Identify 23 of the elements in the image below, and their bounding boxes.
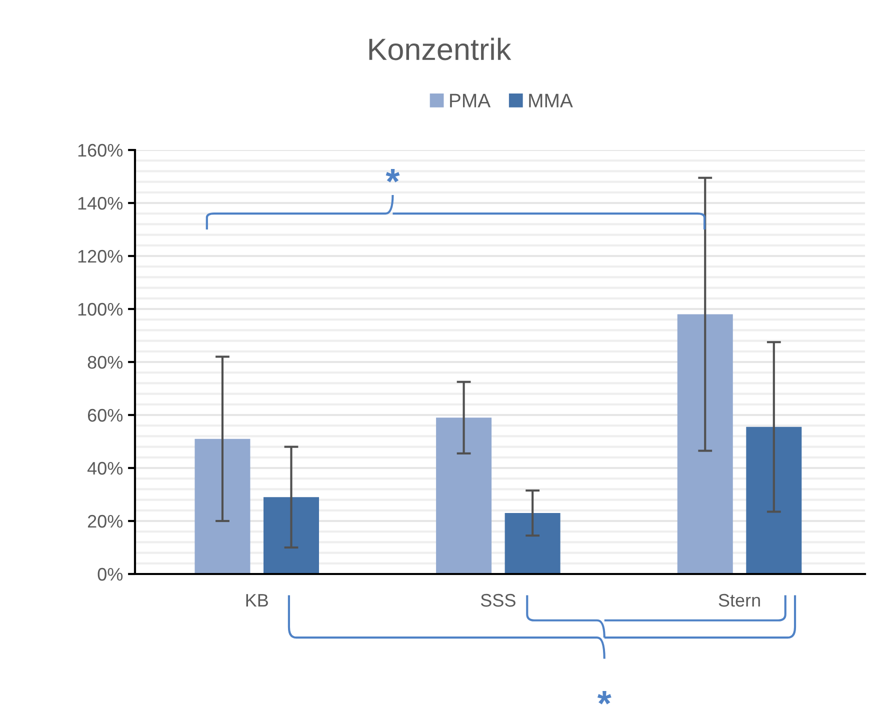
bar: [504, 513, 560, 574]
x-tick-label: SSS: [480, 594, 516, 607]
chart-title: Konzentrik: [369, 38, 512, 60]
bar: [746, 426, 802, 574]
legend-label: MMA: [529, 94, 573, 108]
y-tick-label: 60%: [88, 408, 123, 422]
y-tick-label: 40%: [87, 462, 123, 475]
bar: [264, 497, 320, 574]
x-tick-label: Stern: [718, 594, 760, 607]
bar: [194, 438, 250, 574]
text: *: [597, 690, 612, 704]
y-tick-label: 160%: [78, 144, 123, 157]
y-tick-label: 80%: [88, 356, 123, 369]
x-tick-label: KB: [246, 594, 268, 607]
bar: [436, 418, 492, 574]
annotation: *: [386, 168, 400, 182]
y-tick-label: 120%: [78, 250, 123, 263]
legend-label: PMA: [450, 94, 491, 108]
y-tick-label: 100%: [78, 302, 123, 316]
y-tick-label: 140%: [78, 196, 123, 210]
y-tick-label: 0%: [98, 568, 123, 581]
y-tick-label: 20%: [88, 514, 123, 528]
bar: [677, 314, 733, 574]
